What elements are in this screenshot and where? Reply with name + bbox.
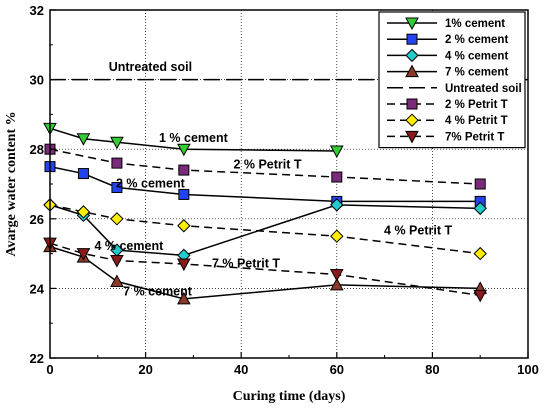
x-tick-label: 60 bbox=[330, 362, 344, 377]
y-axis-title: Avarge water content % bbox=[4, 111, 19, 256]
legend-marker-4-petrit-t bbox=[405, 113, 419, 127]
legend-label-4-petrit-t: 4 % Petrit T bbox=[445, 115, 508, 127]
annotation-7-cement: 7 % cement bbox=[123, 284, 193, 298]
legend-label-2-cement: 2 % cement bbox=[445, 34, 508, 46]
annotation-2-cement: 2 % cement bbox=[116, 176, 186, 190]
y-tick-label: 22 bbox=[30, 351, 44, 366]
legend-marker-1-cement bbox=[405, 17, 419, 31]
data-point-4-cement bbox=[473, 201, 487, 216]
annotation-1-cement: 1 % cement bbox=[159, 131, 229, 145]
x-tick-label: 100 bbox=[517, 362, 539, 377]
data-point-4-petrit-t bbox=[330, 229, 344, 243]
axis-ticks: 0 20 40 60 80 100 22 24 26 28 30 32 bbox=[30, 3, 539, 377]
legend-label-7-petrit-t: 7% Petrit T bbox=[445, 131, 504, 143]
x-tick-label: 40 bbox=[234, 362, 248, 377]
legend-label-1-cement: 1% cement bbox=[445, 18, 505, 30]
y-tick-label: 30 bbox=[30, 73, 44, 88]
data-point-4-petrit-t bbox=[110, 212, 124, 226]
data-point-2-cement bbox=[178, 188, 190, 200]
legend-box bbox=[378, 11, 526, 149]
data-point-7-petrit-t bbox=[76, 248, 91, 261]
annotation-layer: Untreated soil 1 % cement 2 % Petrit T 2 % … bbox=[94, 60, 452, 298]
annotation-untreated-soil: Untreated soil bbox=[109, 60, 192, 74]
series-line-4-petrit-t bbox=[49, 204, 481, 255]
legend-marker-7-petrit-t bbox=[405, 130, 419, 144]
legend: 1% cement 2 % cement 4 % cement 7 % cement U… bbox=[378, 11, 526, 149]
series-line-2-cement bbox=[49, 165, 481, 203]
data-point-2-petrit-t bbox=[331, 171, 343, 183]
data-point-1-cement bbox=[329, 145, 344, 158]
x-tick-label: 0 bbox=[46, 362, 53, 377]
data-point-4-petrit-t bbox=[473, 246, 487, 261]
y-tick-label: 32 bbox=[30, 3, 44, 18]
legend-marker-7-cement bbox=[405, 64, 419, 78]
data-point-2-cement bbox=[111, 181, 123, 193]
series-line-7-cement bbox=[49, 245, 481, 300]
series-line-7-petrit-t bbox=[49, 242, 481, 297]
legend-label-untreated-soil: Untreated soil bbox=[445, 83, 522, 95]
annotation-4-petrit-t: 4 % Petrit T bbox=[384, 223, 452, 237]
x-tick-label: 80 bbox=[425, 362, 439, 377]
legend-label-2-petrit-t: 2 % Petrit T bbox=[445, 99, 508, 111]
y-tick-label: 26 bbox=[30, 212, 44, 227]
data-point-1-cement bbox=[110, 136, 124, 150]
data-point-7-cement bbox=[110, 274, 124, 287]
data-point-2-cement bbox=[77, 168, 89, 180]
data-point-2-petrit-t bbox=[111, 157, 123, 169]
legend-label-7-cement: 7 % cement bbox=[445, 67, 508, 79]
data-point-7-cement bbox=[329, 277, 344, 291]
x-tick-label: 20 bbox=[138, 362, 152, 377]
series-layer bbox=[49, 78, 528, 300]
markers-layer bbox=[43, 122, 488, 305]
data-point-4-petrit-t bbox=[177, 219, 191, 233]
x-axis-title: Curing time (days) bbox=[233, 389, 346, 404]
legend-marker-4-cement bbox=[405, 48, 419, 63]
legend-label-4-cement: 4 % cement bbox=[445, 50, 508, 62]
data-point-1-cement bbox=[176, 143, 191, 157]
annotation-4-cement: 4 % cement bbox=[94, 239, 164, 253]
data-point-2-petrit-t bbox=[474, 178, 486, 190]
data-point-7-petrit-t bbox=[329, 268, 344, 282]
data-point-7-petrit-t bbox=[473, 289, 488, 303]
data-point-1-cement bbox=[76, 133, 91, 146]
data-point-7-petrit-t bbox=[176, 258, 191, 272]
annotation-7-petrit-t: 7 % Petrit T bbox=[212, 257, 280, 271]
y-tick-label: 28 bbox=[30, 142, 44, 157]
series-line-4-cement bbox=[49, 204, 481, 257]
data-point-7-petrit-t bbox=[110, 255, 124, 268]
data-point-7-cement bbox=[176, 291, 191, 305]
annotation-2-petrit-t: 2 % Petrit T bbox=[233, 157, 301, 171]
data-point-2-petrit-t bbox=[178, 164, 190, 176]
legend-marker-2-cement bbox=[406, 33, 418, 45]
legend-marker-2-petrit-t bbox=[406, 98, 418, 110]
data-point-4-cement bbox=[330, 198, 344, 212]
y-tick-label: 24 bbox=[30, 281, 45, 296]
data-point-4-petrit-t bbox=[76, 205, 91, 219]
